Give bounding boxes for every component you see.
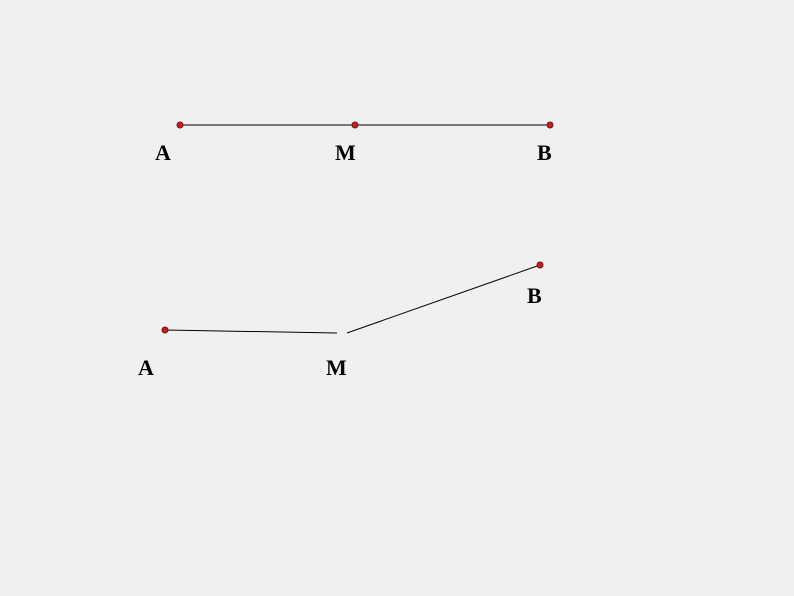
point-f2-a (162, 327, 169, 334)
point-f1-b (547, 122, 554, 129)
label-f1-b: B (537, 140, 552, 166)
label-f2-m: M (326, 355, 347, 381)
diagram-container: A M B A M B (0, 0, 794, 596)
line-f2-am (165, 330, 337, 333)
point-f2-b (537, 262, 544, 269)
line-f2-mb (347, 265, 540, 333)
label-f2-a: A (138, 355, 154, 381)
label-f1-a: A (155, 140, 171, 166)
label-f1-m: M (335, 140, 356, 166)
lines-svg (0, 0, 794, 596)
point-f1-a (177, 122, 184, 129)
label-f2-b: B (527, 283, 542, 309)
point-f1-m (352, 122, 359, 129)
